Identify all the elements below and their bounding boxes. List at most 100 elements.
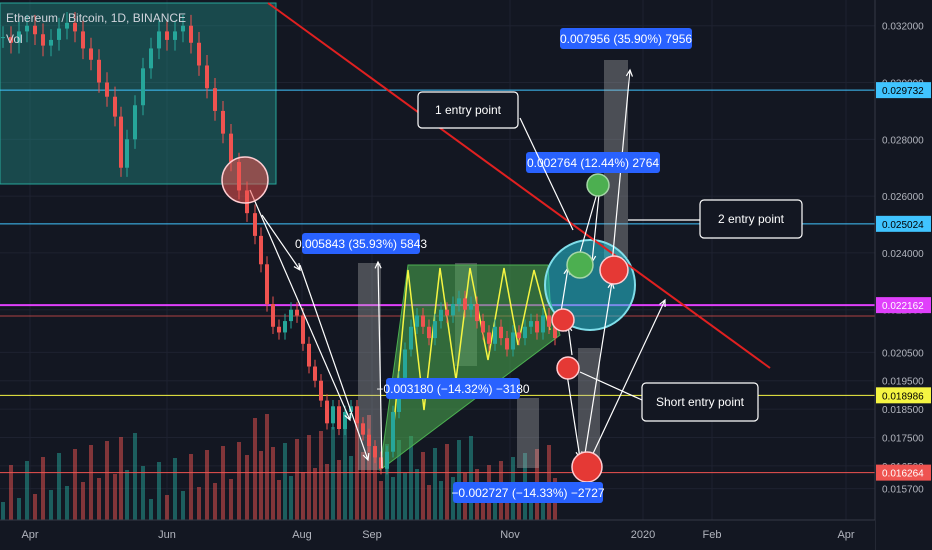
candle-body <box>181 25 185 32</box>
x-tick-label: Apr <box>21 529 38 541</box>
candle-body <box>373 446 377 458</box>
candle-body <box>505 338 509 350</box>
volume-bar <box>265 414 269 520</box>
measure-label-text: 0.007956 (35.90%) 7956 <box>560 32 692 46</box>
volume-bar <box>141 466 145 520</box>
candle-body <box>271 304 275 327</box>
candle-body <box>523 326 527 339</box>
candle-body <box>289 309 293 322</box>
volume-bar <box>105 441 109 520</box>
callout-pointer <box>519 117 574 231</box>
candle-body <box>283 321 287 333</box>
price-tag-box <box>876 82 931 99</box>
y-tick-label: 0.032000 <box>882 22 924 33</box>
x-tick-label: 2020 <box>631 529 655 541</box>
price-tag-label: 0.016264 <box>882 469 924 480</box>
volume-bar <box>349 456 353 520</box>
candle-body <box>17 31 21 43</box>
candle-body <box>481 321 485 333</box>
volume-bar <box>213 483 217 520</box>
candle-body <box>367 434 371 447</box>
volume-bar <box>481 502 485 520</box>
candle-body <box>493 326 497 344</box>
volume-bar <box>125 470 129 520</box>
callout-box <box>699 199 803 239</box>
candle-body <box>205 65 209 89</box>
candle-body <box>511 332 515 350</box>
candle-body <box>133 105 137 140</box>
volume-bar <box>415 469 419 520</box>
volume-bar <box>277 480 281 520</box>
candle-body <box>141 68 145 106</box>
candle-body <box>439 309 443 322</box>
measure-label-text: 0.002764 (12.44%) 2764 <box>527 156 659 170</box>
candle-body <box>421 315 425 327</box>
candle-body <box>49 39 53 46</box>
candle-body <box>433 321 437 339</box>
volume-bar <box>307 435 311 520</box>
measure-label-box <box>526 152 660 173</box>
price-tag-label: 0.029732 <box>882 86 924 97</box>
arrow-line <box>591 184 601 263</box>
measure-label-box <box>453 482 603 503</box>
measure-label-text: 0.005843 (35.93%) 5843 <box>295 237 427 251</box>
y-tick-label: 0.015700 <box>882 485 924 496</box>
x-tick-label: Jun <box>158 529 176 541</box>
candle-body <box>33 25 37 35</box>
volume-bar <box>325 464 329 520</box>
candle-body <box>547 315 551 327</box>
arrow-line <box>261 214 301 271</box>
candle-body <box>265 264 269 305</box>
candle-body <box>331 406 335 424</box>
volume-bar <box>469 436 473 520</box>
candle-body <box>301 315 305 344</box>
price-tag-box <box>876 464 931 481</box>
arrow-head <box>362 452 370 462</box>
volume-bar <box>439 481 443 520</box>
volume-bar <box>25 461 29 520</box>
volume-bar <box>367 415 371 520</box>
candle-body <box>385 451 389 469</box>
arrow-head <box>625 68 634 77</box>
volume-bar <box>283 443 287 520</box>
volume-bar <box>409 436 413 520</box>
volume-bar <box>253 418 257 520</box>
volume-bar <box>505 494 509 520</box>
price-tag-box <box>876 215 931 232</box>
zigzag-line <box>391 267 551 446</box>
candle-body <box>409 326 413 350</box>
measure-range-box <box>358 263 381 470</box>
volume-bar <box>65 486 69 520</box>
candle-body <box>25 25 29 32</box>
candle-body <box>313 366 317 381</box>
callout-box <box>641 382 759 422</box>
volume-bar <box>259 451 263 520</box>
breakdown-circle <box>221 156 269 204</box>
volume-bar <box>9 465 13 520</box>
candle-body <box>259 235 263 265</box>
candle-body <box>221 110 225 134</box>
candle-body <box>253 213 257 236</box>
entry-marker <box>556 356 580 380</box>
candle-body <box>487 332 491 344</box>
x-tick-label: Sep <box>362 529 382 541</box>
volume-bar <box>391 477 395 520</box>
callout-text: 1 entry point <box>435 103 502 117</box>
callout-box <box>417 91 519 129</box>
volume-bar <box>237 442 241 520</box>
candle-body <box>119 116 123 168</box>
arrow-line <box>565 367 581 459</box>
y-tick-label: 0.028000 <box>882 135 924 146</box>
candle-body <box>445 309 449 316</box>
candle-body <box>427 326 431 339</box>
volume-bar <box>331 427 335 520</box>
x-tick-label: Apr <box>837 529 854 541</box>
volume-bar <box>17 498 21 520</box>
volume-bar <box>319 431 323 520</box>
x-tick-label: Feb <box>703 529 722 541</box>
measure-range-box <box>517 398 539 468</box>
volume-bar <box>445 444 449 520</box>
candle-body <box>325 400 329 424</box>
